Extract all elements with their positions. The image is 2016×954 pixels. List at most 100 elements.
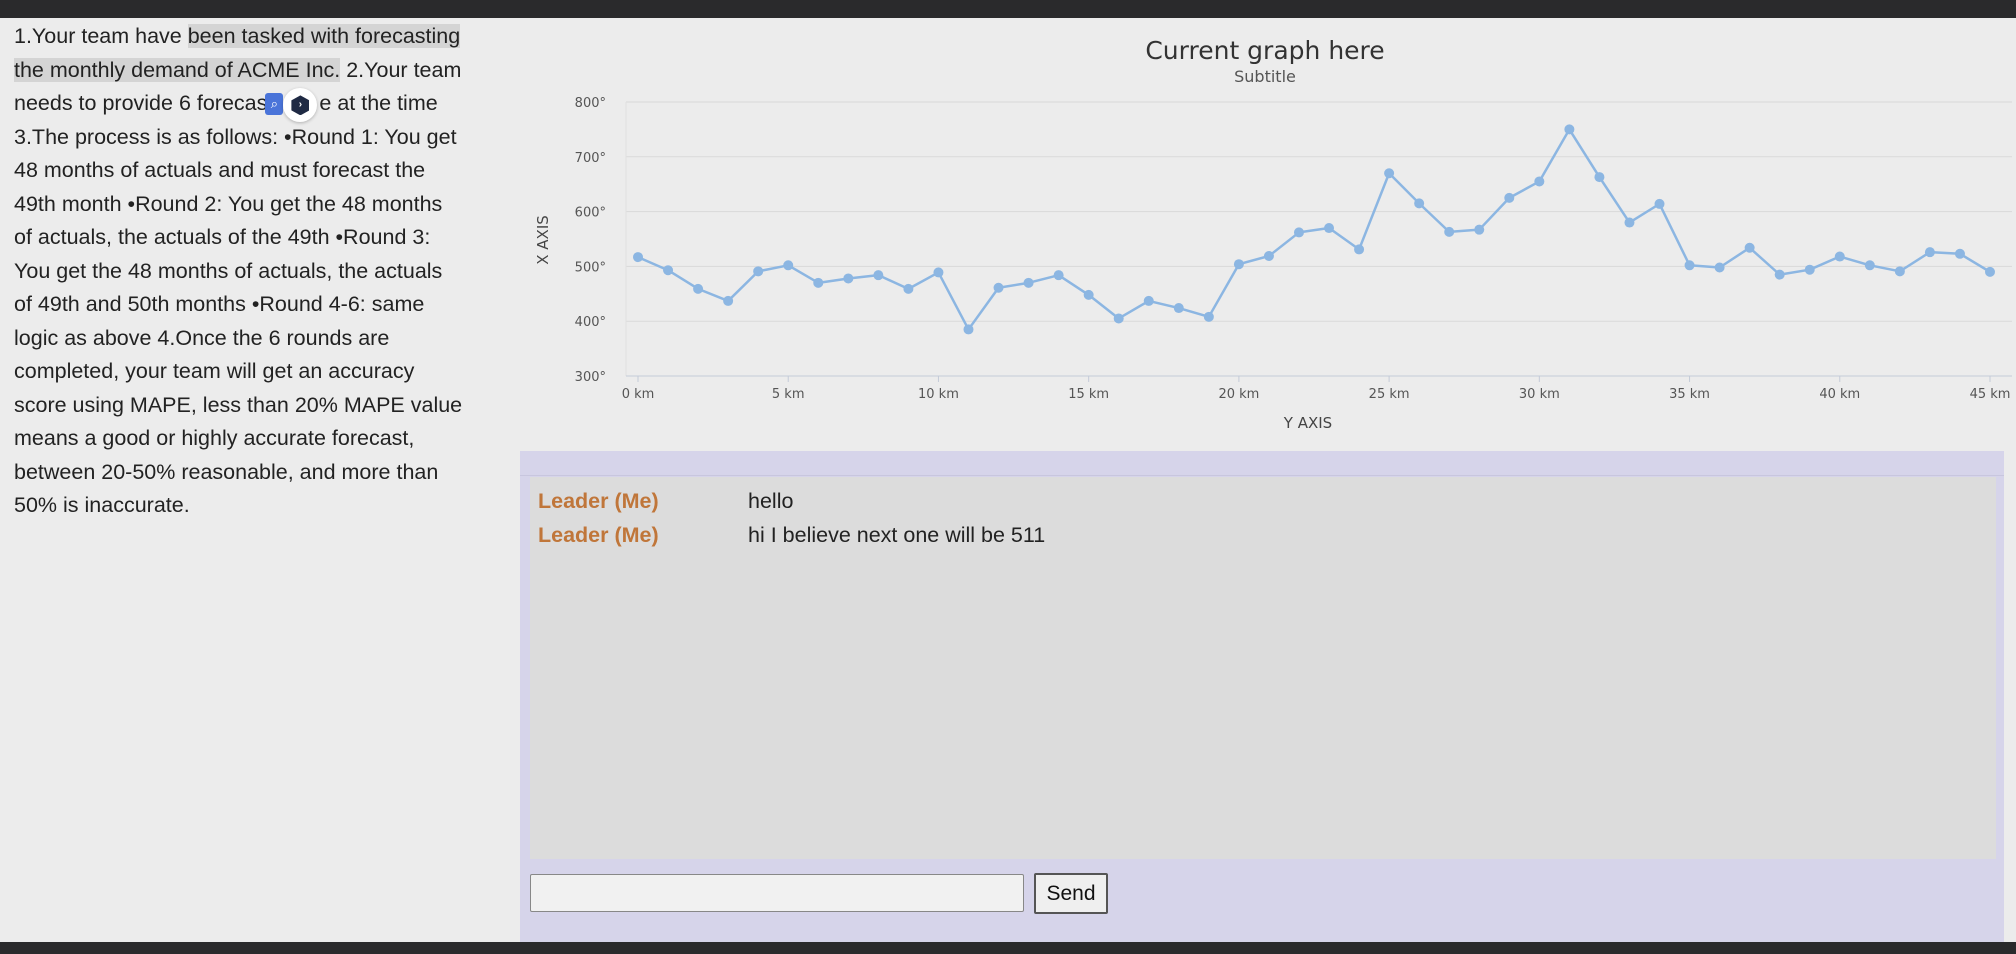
data-point[interactable] <box>783 260 794 271</box>
data-point[interactable] <box>903 283 914 294</box>
instructions-line: between 20-50% reasonable, and more than <box>14 459 439 484</box>
instructions-line: score using MAPE, less than 20% MAPE val… <box>14 392 463 417</box>
window-top-bar <box>0 0 2016 18</box>
message-text: hi I believe next one will be 511 <box>748 523 1046 547</box>
x-tick-label: 40 km <box>1819 387 1860 402</box>
extension-button[interactable]: › <box>283 88 318 123</box>
data-point[interactable] <box>1083 289 1094 300</box>
instructions-line: of actuals, the actuals of the 49th •Rou… <box>14 225 431 249</box>
instructions-line: 50% is inaccurate. <box>14 493 190 517</box>
data-point[interactable] <box>693 283 704 294</box>
y-axis-ticks: 300° 400° 500° 600° 700° 800° <box>575 96 606 385</box>
data-point[interactable] <box>1864 260 1875 271</box>
data-point[interactable] <box>1263 250 1274 261</box>
data-point[interactable] <box>933 267 944 278</box>
instructions-panel: 1.Your team have been tasked with foreca… <box>14 20 494 523</box>
extension-hex-icon: › <box>291 95 310 116</box>
line-chart: Current graph here Subtitle 300° 400° 500°… <box>534 36 2012 432</box>
data-point[interactable] <box>1594 172 1605 183</box>
chat-panel: Leader (Me) hello Leader (Me) hi I believe … <box>520 451 2004 942</box>
data-point[interactable] <box>1143 295 1154 306</box>
instructions-text: 1.Your team have <box>14 24 188 48</box>
instructions-line: You get the 48 months of actuals, the ac… <box>14 258 443 283</box>
x-axis-ticks: 0 km 5 km 10 km 15 km 20 km 25 km 30 km 35 km 40… <box>622 376 2010 402</box>
data-point[interactable] <box>1834 251 1845 262</box>
chart-subtitle: Subtitle <box>1234 67 1296 86</box>
data-point[interactable] <box>1384 168 1395 179</box>
instructions-line: the monthly demand of ACME Inc. 2.Your t… <box>14 54 494 88</box>
data-point[interactable] <box>873 270 884 281</box>
y-tick-label: 500° <box>575 260 606 275</box>
data-point[interactable] <box>1534 176 1545 187</box>
selection-popup[interactable]: ⌕ › <box>265 88 321 123</box>
data-point[interactable] <box>1113 313 1124 324</box>
instructions-line: logic as above 4.Once the 6 rounds are <box>14 325 390 350</box>
data-point[interactable] <box>1714 262 1725 273</box>
y-tick-label: 600° <box>575 206 606 221</box>
chart-grid <box>625 101 2012 376</box>
y-tick-label: 300° <box>575 370 606 385</box>
data-point[interactable] <box>843 273 854 284</box>
data-point[interactable] <box>1924 247 1935 258</box>
data-point[interactable] <box>1474 224 1485 235</box>
message-text: hello <box>748 489 794 513</box>
data-point[interactable] <box>1354 244 1365 255</box>
data-point[interactable] <box>1414 198 1425 209</box>
data-point[interactable] <box>1684 260 1695 271</box>
data-point[interactable] <box>1233 259 1244 270</box>
window-bottom-bar <box>0 942 2016 954</box>
data-point[interactable] <box>813 277 824 288</box>
data-point[interactable] <box>753 266 764 277</box>
x-tick-label: 5 km <box>772 387 805 402</box>
instructions-line: 49th month •Round 2: You get the 48 mont… <box>14 191 443 216</box>
data-point[interactable] <box>963 324 974 335</box>
data-point[interactable] <box>1173 303 1184 314</box>
y-tick-label: 700° <box>575 151 606 166</box>
data-point[interactable] <box>1804 264 1815 275</box>
chat-divider <box>520 475 2004 476</box>
chat-messages: Leader (Me) hello Leader (Me) hi I believe … <box>530 477 1996 859</box>
data-point[interactable] <box>1894 266 1905 277</box>
instructions-text: 2.Your team <box>340 57 462 82</box>
data-point[interactable] <box>993 282 1004 293</box>
data-point[interactable] <box>723 295 734 306</box>
x-axis-title: Y AXIS <box>1283 414 1332 432</box>
send-button[interactable]: Send <box>1034 873 1108 914</box>
data-point[interactable] <box>1624 217 1635 228</box>
instructions-line: means a good or highly accurate forecast… <box>14 426 415 450</box>
instructions-line: 48 months of actuals and must forecast t… <box>14 158 426 182</box>
data-point[interactable] <box>1504 192 1515 203</box>
data-point[interactable] <box>663 265 674 276</box>
instructions-highlight: the monthly demand of ACME Inc. <box>14 57 341 82</box>
data-point[interactable] <box>1023 277 1034 288</box>
chat-input[interactable] <box>530 874 1024 912</box>
data-point[interactable] <box>1324 223 1335 234</box>
data-point[interactable] <box>1954 248 1965 259</box>
data-point[interactable] <box>1985 266 1995 277</box>
magnifier-icon[interactable]: ⌕ <box>265 93 284 116</box>
x-tick-label: 35 km <box>1669 387 1710 402</box>
instructions-line: of 49th and 50th months •Round 4-6: same <box>14 292 425 316</box>
message-sender: Leader (Me) <box>538 489 659 513</box>
data-point[interactable] <box>1654 198 1665 209</box>
message-sender: Leader (Me) <box>538 523 659 547</box>
app-window: 1.Your team have been tasked with foreca… <box>0 18 2016 942</box>
data-point[interactable] <box>1203 311 1214 322</box>
data-point[interactable] <box>1744 242 1755 253</box>
data-point[interactable] <box>1293 227 1304 238</box>
data-point[interactable] <box>1774 269 1785 280</box>
data-point[interactable] <box>1053 270 1064 281</box>
x-tick-label: 25 km <box>1369 387 1410 402</box>
instructions-line: completed, your team will get an accurac… <box>14 359 415 383</box>
data-point[interactable] <box>633 252 643 263</box>
instructions-text: e at the time <box>319 91 438 115</box>
x-tick-label: 30 km <box>1519 387 1560 402</box>
instructions-highlight: been tasked with forecasting <box>187 24 461 48</box>
chart-container: Current graph here Subtitle 300° 400° 500°… <box>520 18 2016 450</box>
data-point[interactable] <box>1444 226 1455 237</box>
instructions-line: 3.The process is as follows: •Round 1: Y… <box>14 124 457 149</box>
instructions-line: needs to provide 6 forecas ⌕ › e at the tim… <box>14 87 494 123</box>
y-axis-title: X AXIS <box>534 215 552 265</box>
data-point[interactable] <box>1564 124 1575 135</box>
series-line <box>637 128 1991 331</box>
